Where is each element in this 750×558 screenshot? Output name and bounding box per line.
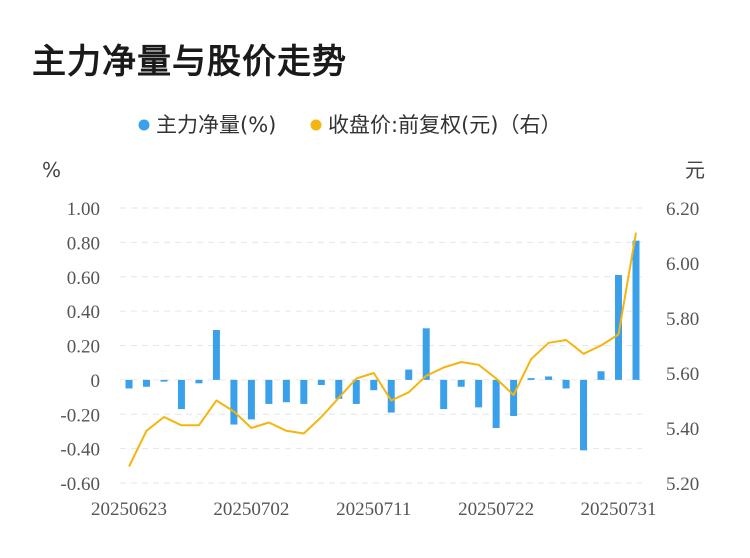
bar (562, 379, 570, 389)
bar (212, 330, 220, 380)
x-tick-label: 20250623 (91, 499, 167, 520)
left-tick-label: -0.20 (60, 405, 100, 426)
right-tick-label: 5.20 (666, 474, 699, 495)
right-tick-label: 5.60 (666, 364, 699, 385)
left-axis-unit: % (42, 158, 61, 182)
bar (527, 378, 535, 380)
bar (335, 379, 343, 399)
right-tick-label: 5.80 (666, 309, 699, 330)
legend-label-bar: 主力净量(%) (156, 113, 276, 137)
left-tick-label: 0.40 (67, 302, 100, 323)
price-line (128, 232, 637, 467)
bar (177, 379, 185, 410)
bar (195, 379, 203, 384)
bar (317, 379, 325, 386)
bar (230, 379, 238, 425)
bar (387, 379, 395, 413)
x-axis-ticks: 20250623 20250702 20250711 20250722 20250731 (91, 499, 657, 520)
bar (160, 379, 168, 382)
right-axis-ticks: 6.20 6.00 5.80 5.60 5.40 5.20 (666, 199, 699, 495)
legend-marker-bar (138, 119, 150, 131)
left-tick-label: 0.60 (67, 268, 100, 289)
left-tick-label: 0 (91, 371, 101, 392)
right-tick-label: 6.00 (666, 254, 699, 275)
bar (475, 379, 483, 408)
chart-title: 主力净量与股价走势 (32, 42, 347, 82)
bar (440, 379, 448, 410)
left-tick-label: -0.40 (60, 440, 100, 461)
bar (457, 379, 465, 387)
line-series (128, 232, 637, 467)
bar (597, 371, 605, 380)
x-tick-label: 20250711 (336, 499, 411, 520)
left-tick-label: -0.60 (60, 474, 100, 495)
x-tick-label: 20250731 (581, 499, 657, 520)
bar-series (125, 240, 640, 451)
x-tick-label: 20250722 (458, 499, 534, 520)
legend-marker-line (310, 119, 322, 131)
bar (300, 379, 308, 404)
bar (492, 379, 500, 428)
bar (580, 379, 588, 451)
legend-label-line: 收盘价:前复权(元)（右） (328, 113, 561, 137)
bar (247, 379, 255, 420)
bar (125, 379, 133, 389)
bar (510, 379, 518, 416)
bar (265, 379, 273, 404)
right-tick-label: 5.40 (666, 419, 699, 440)
bar (370, 379, 378, 391)
legend: 主力净量(%) 收盘价:前复权(元)（右） (138, 113, 561, 137)
bar (142, 379, 150, 387)
bar (545, 376, 553, 380)
bar (422, 328, 430, 380)
x-tick-label: 20250702 (213, 499, 289, 520)
left-axis-ticks: 1.00 0.80 0.60 0.40 0.20 0 -0.20 -0.40 -0.60 (60, 199, 100, 495)
bar (405, 369, 413, 380)
bar (282, 379, 290, 403)
gridlines (120, 207, 642, 484)
left-tick-label: 0.80 (67, 233, 100, 254)
bar (615, 275, 623, 380)
right-tick-label: 6.20 (666, 199, 699, 220)
right-axis-unit: 元 (685, 158, 705, 182)
bar (352, 379, 360, 404)
left-tick-label: 1.00 (67, 199, 100, 220)
left-tick-label: 0.20 (67, 337, 100, 358)
bar (632, 240, 640, 380)
